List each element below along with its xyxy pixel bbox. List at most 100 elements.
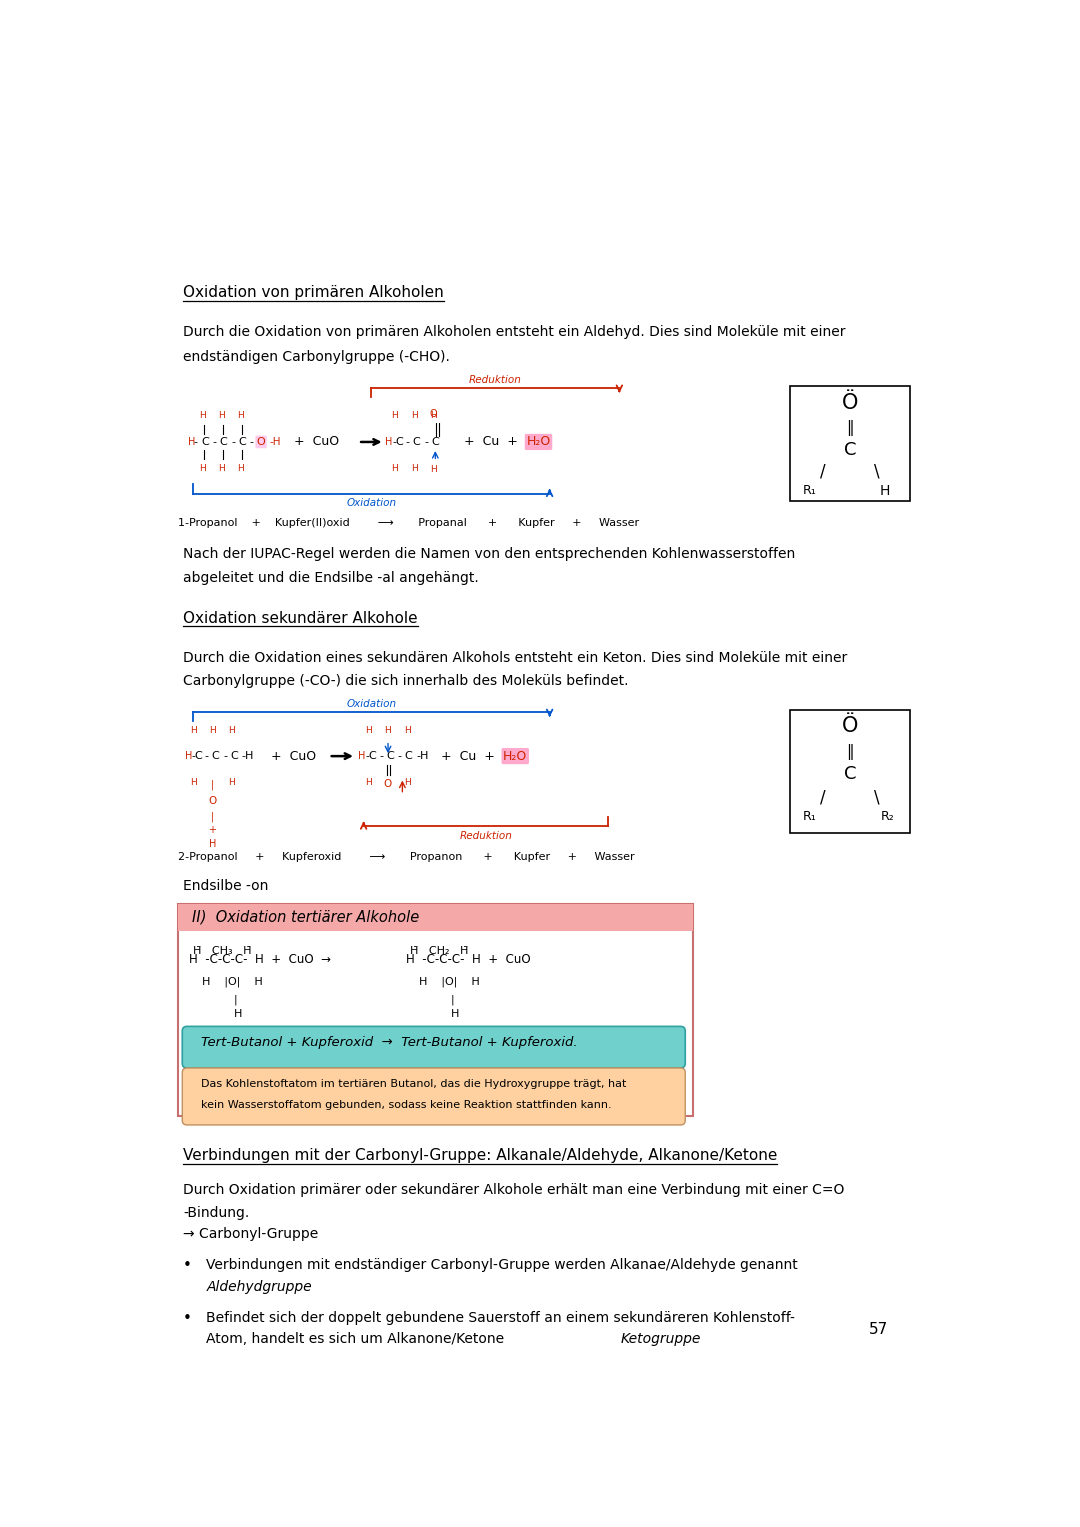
Text: +  Cu  +: + Cu + — [441, 750, 495, 762]
Text: ‖: ‖ — [846, 744, 854, 760]
Text: H: H — [199, 464, 206, 472]
Text: H: H — [208, 840, 216, 849]
Text: Oxidation sekundärer Alkohole: Oxidation sekundärer Alkohole — [183, 611, 418, 626]
Text: +  CuO: + CuO — [271, 750, 315, 762]
Text: H: H — [384, 725, 391, 734]
Text: -H: -H — [242, 751, 254, 760]
Text: H: H — [199, 411, 206, 420]
Text: H: H — [404, 777, 410, 786]
Text: H: H — [391, 411, 399, 420]
Text: Durch Oxidation primärer oder sekundärer Alkohole erhält man eine Verbindung mit: Durch Oxidation primärer oder sekundärer… — [183, 1183, 845, 1197]
Text: ‖: ‖ — [846, 420, 854, 437]
Text: H: H — [430, 466, 436, 473]
Text: -C: -C — [191, 751, 203, 760]
Text: -H: -H — [416, 751, 429, 760]
Text: Reduktion: Reduktion — [459, 831, 512, 841]
Text: H    |O|    H: H |O| H — [202, 976, 264, 986]
Text: C: C — [431, 437, 438, 447]
Text: H: H — [365, 725, 372, 734]
Text: |: | — [233, 994, 237, 1005]
Text: C: C — [230, 751, 238, 760]
Text: H: H — [190, 777, 197, 786]
Text: H: H — [233, 1009, 242, 1020]
Text: -: - — [405, 437, 409, 447]
Text: H̄   CH₂   H̄: H̄ CH₂ H̄ — [410, 945, 469, 956]
Text: \: \ — [874, 788, 880, 806]
Text: H: H — [190, 725, 197, 734]
Text: -: - — [224, 751, 228, 760]
Text: H: H — [391, 464, 399, 472]
FancyBboxPatch shape — [177, 904, 693, 931]
Text: /: / — [820, 788, 825, 806]
Text: H: H — [879, 484, 890, 498]
Text: C: C — [219, 437, 227, 447]
Text: R₁: R₁ — [802, 484, 816, 498]
Text: C: C — [413, 437, 420, 447]
Text: -Bindung.: -Bindung. — [183, 1206, 249, 1220]
Text: -H: -H — [270, 437, 282, 447]
Text: H: H — [237, 464, 244, 472]
Text: H  -C-C-C-  H  +  CuO: H -C-C-C- H + CuO — [406, 953, 531, 967]
Text: +  Cu  +: + Cu + — [464, 435, 518, 449]
FancyBboxPatch shape — [183, 1067, 685, 1125]
Text: |: | — [211, 811, 214, 822]
Text: H: H — [237, 411, 244, 420]
Text: Ketogruppe: Ketogruppe — [621, 1332, 701, 1347]
Text: H: H — [229, 777, 235, 786]
Text: abgeleitet und die Endsilbe -al angehängt.: abgeleitet und die Endsilbe -al angehäng… — [183, 571, 478, 585]
Text: -C: -C — [392, 437, 404, 447]
Text: H  -C-C-C-  H  +  CuO  →: H -C-C-C- H + CuO → — [189, 953, 332, 967]
Text: Ö: Ö — [841, 394, 859, 414]
Text: -: - — [205, 751, 208, 760]
Text: H: H — [410, 411, 417, 420]
Text: Carbonylgruppe (-CO-) die sich innerhalb des Moleküls befindet.: Carbonylgruppe (-CO-) die sich innerhalb… — [183, 673, 629, 687]
Text: C: C — [201, 437, 208, 447]
Text: Verbindungen mit endständiger Carbonyl-Gruppe werden Alkanae/Aldehyde genannt: Verbindungen mit endständiger Carbonyl-G… — [206, 1258, 798, 1272]
FancyBboxPatch shape — [183, 1026, 685, 1067]
Text: Ö: Ö — [841, 716, 859, 736]
Text: H₂O: H₂O — [503, 750, 527, 762]
FancyBboxPatch shape — [789, 710, 910, 834]
Text: H: H — [365, 777, 372, 786]
Text: H: H — [210, 725, 216, 734]
FancyBboxPatch shape — [177, 904, 693, 1116]
Text: R₂: R₂ — [880, 809, 894, 823]
Text: •: • — [183, 1258, 192, 1274]
Text: H: H — [410, 464, 417, 472]
Text: C: C — [843, 441, 856, 460]
Text: O: O — [383, 779, 392, 789]
Text: -: - — [213, 437, 216, 447]
Text: C: C — [405, 751, 413, 760]
Text: H: H — [186, 751, 192, 760]
Text: H: H — [229, 725, 235, 734]
Text: C: C — [843, 765, 856, 783]
Text: → Carbonyl-Gruppe: → Carbonyl-Gruppe — [183, 1228, 319, 1241]
Text: H    |O|    H: H |O| H — [419, 976, 481, 986]
Text: -: - — [249, 437, 254, 447]
Text: H: H — [218, 411, 225, 420]
Text: C: C — [212, 751, 219, 760]
Text: 1-Propanol    +    Kupfer(II)oxid        ⟶       Propanal      +      Kupfer    : 1-Propanol + Kupfer(II)oxid ⟶ Propanal +… — [177, 518, 638, 528]
Text: 57: 57 — [869, 1322, 889, 1338]
FancyBboxPatch shape — [789, 386, 910, 501]
Text: H₂O: H₂O — [526, 435, 551, 449]
Text: Verbindungen mit der Carbonyl-Gruppe: Alkanale/Aldehyde, Alkanone/Ketone: Verbindungen mit der Carbonyl-Gruppe: Al… — [183, 1148, 778, 1164]
Text: endständigen Carbonylgruppe (-CHO).: endständigen Carbonylgruppe (-CHO). — [183, 350, 450, 363]
Text: /: / — [820, 463, 825, 481]
Text: H: H — [450, 1009, 459, 1020]
Text: -: - — [231, 437, 235, 447]
Text: Aldehydgruppe: Aldehydgruppe — [206, 1280, 312, 1293]
Text: O: O — [208, 796, 217, 806]
Text: H̄   CH₃   H̄: H̄ CH₃ H̄ — [193, 945, 252, 956]
Text: H: H — [430, 411, 436, 420]
Text: |: | — [450, 994, 454, 1005]
Text: Reduktion: Reduktion — [469, 376, 522, 385]
Text: H: H — [359, 751, 365, 760]
Text: Oxidation von primären Alkoholen: Oxidation von primären Alkoholen — [183, 286, 444, 299]
Text: -: - — [424, 437, 428, 447]
Text: |: | — [211, 779, 214, 789]
Text: H: H — [404, 725, 410, 734]
Text: +  CuO: + CuO — [294, 435, 339, 449]
Text: Nach der IUPAC-Regel werden die Namen von den entsprechenden Kohlenwasserstoffen: Nach der IUPAC-Regel werden die Namen vo… — [183, 548, 795, 562]
Text: H: H — [188, 437, 195, 447]
